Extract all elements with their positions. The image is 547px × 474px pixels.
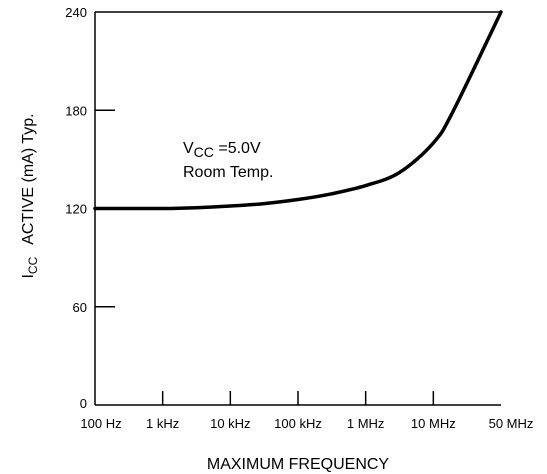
x-tick-label: 10 kHz (210, 416, 250, 431)
annotation-vcc-subscript: CC (194, 144, 214, 160)
y-axis-title-subscript: CC (26, 256, 40, 274)
series-line (93, 10, 503, 211)
annotation-room-temp: Room Temp. (183, 164, 273, 181)
y-ticks: 0 60 120 180 240 (65, 5, 115, 411)
x-tick-label: 100 kHz (274, 416, 322, 431)
annotation-vcc: VCC =5.0V (183, 140, 261, 160)
y-axis-title-symbol: I (20, 274, 37, 278)
x-tick-label: 50 MHz (489, 416, 534, 431)
y-tick-label: 120 (65, 202, 87, 217)
y-tick-label: 180 (65, 103, 87, 118)
y-tick-label: 0 (80, 396, 87, 411)
annotation-vcc-symbol: V (183, 140, 194, 157)
x-tick-label: 100 Hz (80, 416, 121, 431)
x-tick-label: 1 MHz (347, 416, 385, 431)
x-tick-label: 10 MHz (411, 416, 456, 431)
annotation-vcc-value: =5.0V (214, 140, 261, 157)
x-ticks: 100 Hz 1 kHz 10 kHz 100 kHz 1 MHz 10 MHz 50 MH… (80, 391, 533, 431)
x-tick-label: 1 kHz (146, 416, 179, 431)
y-tick-label: 240 (65, 5, 87, 20)
y-axis-title-rest: ACTIVE (mA) Typ. (20, 113, 37, 244)
y-tick-label: 60 (73, 300, 87, 315)
x-axis-title: MAXIMUM FREQUENCY (207, 456, 390, 473)
y-axis-title: ICC ACTIVE (mA) Typ. (20, 113, 40, 278)
